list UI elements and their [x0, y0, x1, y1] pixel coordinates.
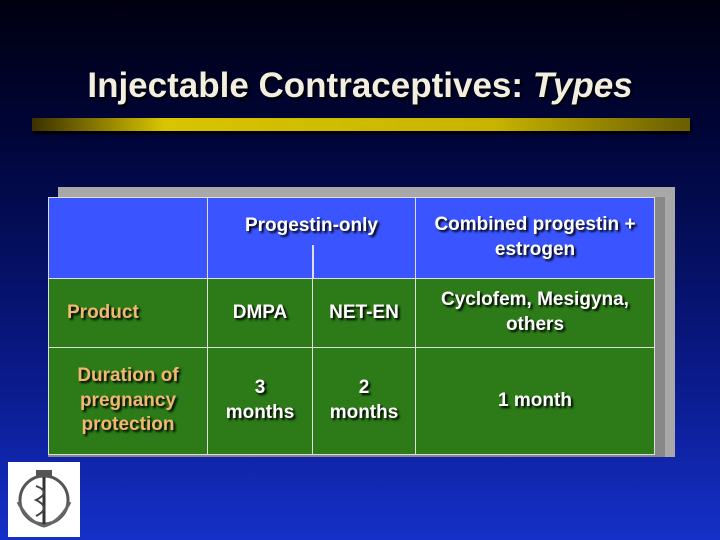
title-emphasis: Types: [532, 66, 633, 105]
header-empty: [48, 197, 208, 279]
row-label: Product: [48, 278, 208, 348]
logo: [8, 462, 80, 537]
table-cell: 1 month: [415, 347, 655, 455]
table-cell: 3 months: [207, 347, 313, 455]
table-cell: DMPA: [207, 278, 313, 348]
row-label: Duration of pregnancy protection: [48, 347, 208, 455]
header-cell: Progestin-only: [207, 197, 416, 279]
title-underline: [32, 118, 690, 131]
table-cell: Cyclofem, Mesigyna, others: [415, 278, 655, 348]
table-cell: 2 months: [312, 347, 416, 455]
slide-title: Injectable Contraceptives: Types: [0, 66, 720, 106]
title-main: Injectable Contraceptives:: [87, 66, 524, 105]
table-cell: NET-EN: [312, 278, 416, 348]
logo-emblem: [16, 470, 72, 528]
header-divider: [312, 245, 314, 278]
header-cell: Combined progestin + estrogen: [415, 197, 655, 279]
